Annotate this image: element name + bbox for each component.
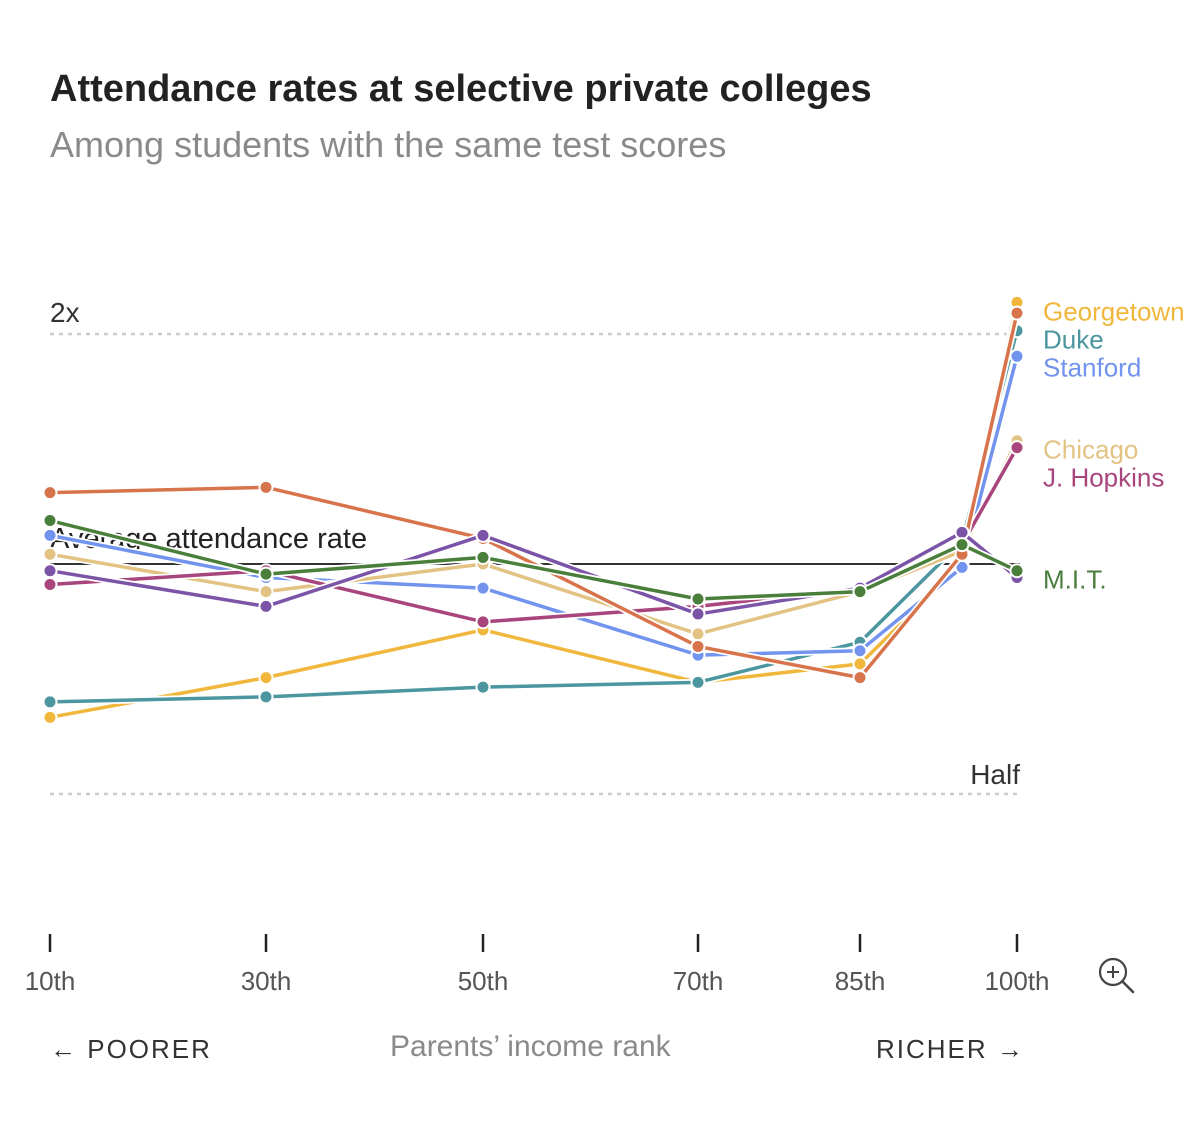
series-line-halo: [49, 355, 1021, 659]
series-line: [49, 355, 1019, 657]
chart-subtitle: Among students with the same test scores: [50, 124, 727, 165]
data-point[interactable]: [42, 577, 58, 593]
data-point[interactable]: [42, 527, 58, 543]
reference-lines: 2x Average attendance rate Half: [50, 297, 1020, 796]
x-tick-label: 70th: [673, 966, 724, 996]
data-point[interactable]: [258, 566, 274, 582]
data-point[interactable]: [1009, 348, 1025, 364]
data-point[interactable]: [690, 674, 706, 690]
series-label-4: J. Hopkins: [1043, 463, 1164, 493]
data-point[interactable]: [475, 527, 491, 543]
chart-title: Attendance rates at selective private co…: [50, 68, 872, 110]
series-label-0: Georgetown: [1043, 296, 1185, 326]
x-tick-label: 30th: [241, 966, 292, 996]
data-point[interactable]: [258, 670, 274, 686]
series-label-1: Duke: [1043, 325, 1104, 355]
series-5: [42, 305, 1025, 686]
data-point[interactable]: [475, 549, 491, 565]
data-point[interactable]: [42, 694, 58, 710]
data-point[interactable]: [42, 709, 58, 725]
reference-label-2: Half: [970, 759, 1020, 790]
reference-label-0: 2x: [50, 297, 80, 328]
zoom-in-icon[interactable]: [1094, 954, 1138, 998]
series-line: [49, 330, 1019, 704]
data-point[interactable]: [258, 584, 274, 600]
x-axis-title: Parents’ income rank: [390, 1030, 671, 1063]
richer-label: RICHER →: [876, 1034, 1025, 1064]
data-point[interactable]: [1009, 440, 1025, 456]
data-point[interactable]: [475, 614, 491, 630]
data-point[interactable]: [690, 591, 706, 607]
series-lines: [42, 294, 1025, 725]
x-axis: 10th 30th 50th 70th 85th 100th: [25, 934, 1050, 996]
series-label-2: Stanford: [1043, 353, 1141, 383]
data-point[interactable]: [954, 537, 970, 553]
x-tick-label: 50th: [458, 966, 509, 996]
series-6: [42, 524, 1025, 622]
data-point[interactable]: [42, 513, 58, 529]
data-point[interactable]: [690, 638, 706, 654]
x-tick-label: 85th: [835, 966, 886, 996]
series-7: [42, 513, 1025, 607]
poorer-label: ← POORER: [50, 1034, 212, 1064]
x-tick-label: 100th: [984, 966, 1049, 996]
series-line-halo: [49, 312, 1021, 682]
data-point[interactable]: [42, 546, 58, 562]
data-point[interactable]: [475, 580, 491, 596]
data-point[interactable]: [852, 584, 868, 600]
data-point[interactable]: [852, 643, 868, 659]
data-point[interactable]: [258, 479, 274, 495]
data-point[interactable]: [1009, 563, 1025, 579]
series-line-halo: [49, 329, 1021, 706]
data-point[interactable]: [258, 598, 274, 614]
series-label-3: Chicago: [1043, 435, 1138, 465]
data-point[interactable]: [258, 689, 274, 705]
reference-label-1: Average attendance rate: [50, 523, 367, 555]
series-line: [49, 312, 1019, 680]
data-point[interactable]: [42, 485, 58, 501]
data-point[interactable]: [852, 670, 868, 686]
x-tick-label: 10th: [25, 966, 76, 996]
data-point[interactable]: [954, 524, 970, 540]
data-point[interactable]: [42, 563, 58, 579]
series-label-5: M.I.T.: [1043, 565, 1107, 595]
data-point[interactable]: [690, 626, 706, 642]
data-point[interactable]: [475, 679, 491, 695]
data-point[interactable]: [1009, 305, 1025, 321]
series-line-halo: [49, 301, 1021, 721]
data-point[interactable]: [690, 606, 706, 622]
